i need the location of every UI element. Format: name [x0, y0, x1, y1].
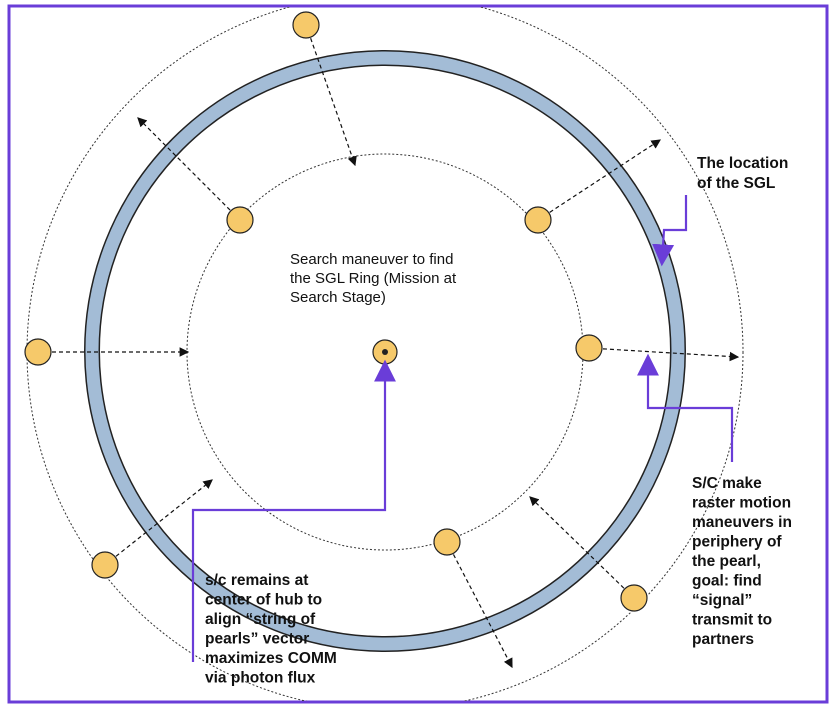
annotation-line: periphery of — [692, 534, 782, 551]
annotation-line: via photon flux — [205, 670, 316, 687]
spacecraft — [24, 11, 648, 612]
annotation-line: s/c remains at — [205, 572, 308, 589]
annotation-line: S/C make — [692, 475, 762, 492]
labels: The location of the SGL Search maneuver to… — [205, 155, 792, 687]
annotation-line: Search maneuver to find — [290, 251, 453, 268]
annotation-line: align “string of — [205, 611, 316, 628]
annotation-line: the pearl, — [692, 553, 761, 570]
annotation-line: raster motion — [692, 495, 791, 512]
annotation-line: pearls” vector — [205, 631, 309, 648]
annotation-line: Search Stage) — [290, 289, 386, 306]
maneuver-arrows — [38, 24, 740, 669]
callouts — [191, 195, 734, 662]
annotation-line: “signal” — [692, 592, 752, 609]
annotation-line: transmit to — [692, 612, 772, 629]
annotation-line: partners — [692, 631, 754, 648]
annotation-line: the SGL Ring (Mission at — [290, 270, 457, 287]
sgl-ring — [85, 51, 685, 651]
annotation-line: maneuvers in — [692, 514, 792, 531]
annotation-line: of the SGL — [697, 175, 775, 192]
annotation-line: center of hub to — [205, 592, 322, 609]
annotation-line: maximizes COMM — [205, 650, 337, 667]
hub-dot — [382, 349, 388, 355]
annotation-line: The location — [697, 155, 788, 172]
annotation-line: goal: find — [692, 573, 762, 590]
